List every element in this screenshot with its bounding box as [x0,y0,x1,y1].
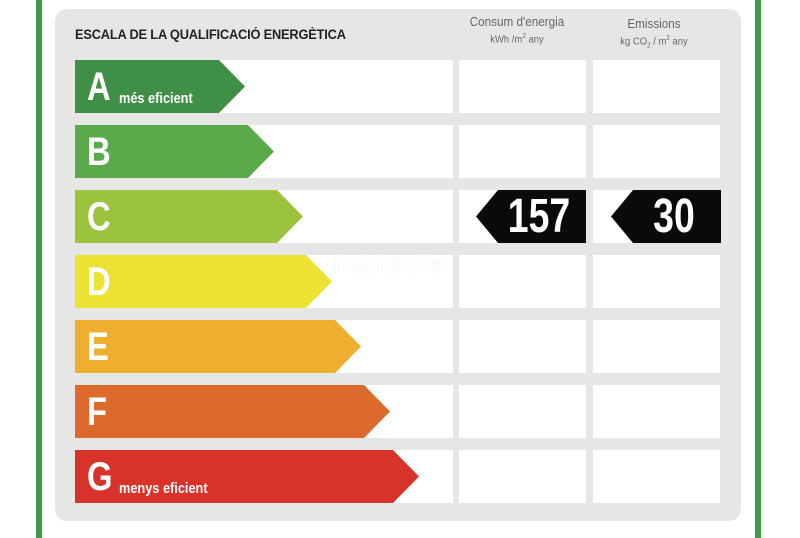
energy-class-letter: F [87,390,108,434]
watermark: habitaclia [334,250,445,278]
energy-class-c-arrow: C [75,190,303,243]
emissions-cell-a [593,60,720,113]
consumption-header-label: Consum d'energia [469,14,565,29]
energy-class-e-arrow: E [75,320,361,373]
emissions-cell-b [593,125,720,178]
energy-class-note: més eficient [119,90,193,107]
scale-title: ESCALA DE LA QUALIFICACIÓ ENERGÈTICA [75,27,346,42]
consumption-cell-e [459,320,586,373]
emissions-rating-indicator-value: 30 [653,190,695,243]
consumption-rating-indicator: 157 [476,190,586,243]
consumption-cell-f [459,385,586,438]
emissions-cell-g [593,450,720,503]
energy-class-f-shape [75,385,390,438]
consumption-header-unit: kWh /m2 any [490,33,544,46]
frame-left-border [36,0,42,538]
frame-right-border [755,0,761,538]
consumption-header: Consum d'energia kWh /m2 any [458,14,576,46]
consumption-cell-g [459,450,586,503]
consumption-cell-d [459,255,586,308]
energy-class-letter: C [87,195,111,239]
consumption-cell-a [459,60,586,113]
energy-class-d-shape [75,255,332,308]
emissions-header-label: Emissions [627,16,681,31]
emissions-cell-f [593,385,720,438]
emissions-header-unit: kg CO2 / m2 any [620,35,688,50]
energy-class-e-shape [75,320,361,373]
emissions-cell-d [593,255,720,308]
energy-class-letter: A [87,65,111,109]
energy-class-f-arrow: F [75,385,390,438]
energy-class-b-shape [75,125,274,178]
consumption-rating-indicator-value: 157 [507,190,571,243]
emissions-header: Emissions kg CO2 / m2 any [594,16,714,50]
energy-class-note: menys eficient [119,480,208,497]
energy-class-b-arrow: B [75,125,274,178]
energy-class-a-shape [75,60,245,113]
energy-class-letter: E [87,325,109,369]
energy-class-d-arrow: D [75,255,332,308]
emissions-cell-e [593,320,720,373]
energy-class-letter: B [87,130,111,174]
energy-class-letter: G [87,455,113,499]
energy-class-c-shape [75,190,303,243]
energy-class-g-shape [75,450,419,503]
emissions-rating-indicator: 30 [611,190,721,243]
consumption-cell-b [459,125,586,178]
energy-class-letter: D [87,260,111,304]
